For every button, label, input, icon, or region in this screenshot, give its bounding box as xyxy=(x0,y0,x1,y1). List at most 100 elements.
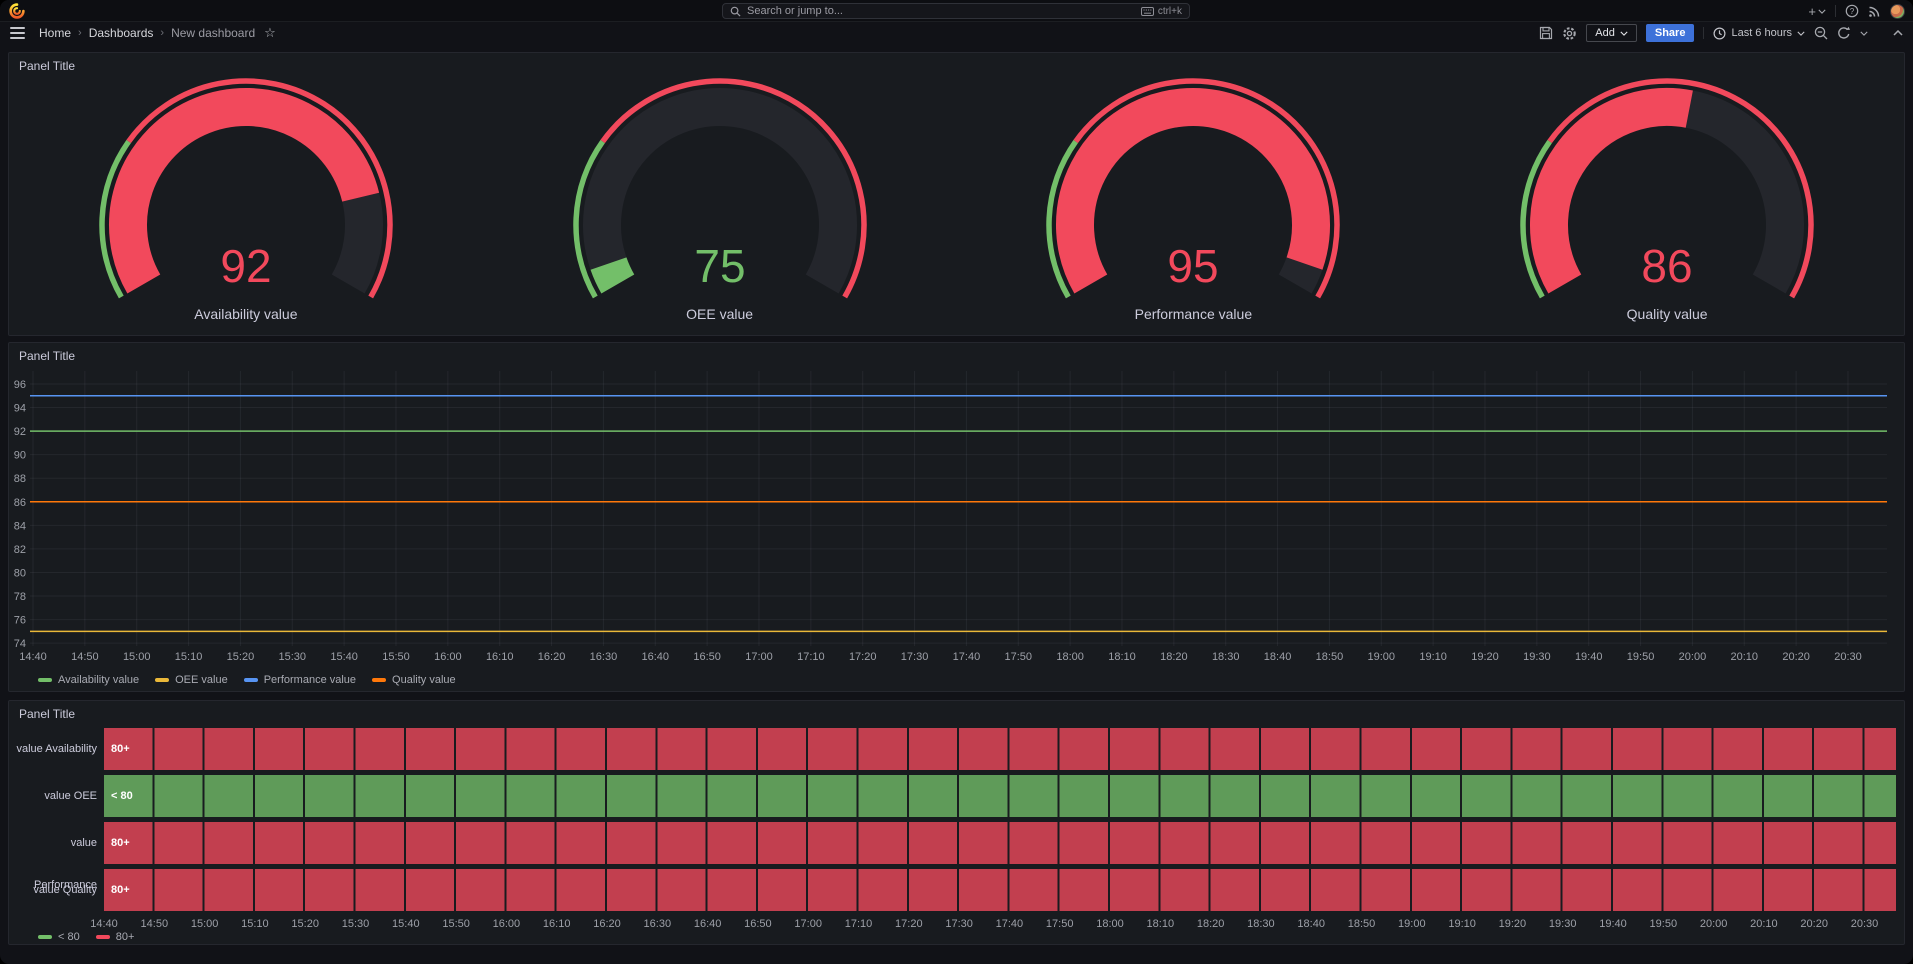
gauge-arc: 86 xyxy=(1520,78,1814,299)
x-axis-tick-label: 19:20 xyxy=(1498,918,1527,930)
x-axis-tick-label: 19:30 xyxy=(1548,918,1577,930)
x-axis-tick-label: 16:00 xyxy=(434,651,462,663)
x-axis-tick-label: 14:40 xyxy=(90,918,118,930)
search-input[interactable] xyxy=(747,5,1141,17)
save-dashboard-icon[interactable] xyxy=(1539,26,1553,40)
panel-title[interactable]: Panel Title xyxy=(19,59,76,73)
new-menu-button[interactable]: + xyxy=(1808,5,1826,18)
top-nav-bar: ctrl+k + ? xyxy=(0,0,1913,22)
chevron-down-icon xyxy=(1797,31,1805,36)
dashboard-toolbar: Home › Dashboards › New dashboard ☆ Add … xyxy=(0,23,1913,43)
x-axis-tick-label: 20:20 xyxy=(1800,918,1828,930)
gauge-4: 86 Quality value xyxy=(1430,75,1904,322)
legend-label: 80+ xyxy=(115,931,135,943)
x-axis-tick-label: 17:00 xyxy=(745,651,773,663)
x-axis-tick-label: 18:50 xyxy=(1316,651,1344,663)
y-axis-tick-label: 86 xyxy=(14,497,26,509)
search-icon xyxy=(730,6,741,17)
breadcrumb-home[interactable]: Home xyxy=(39,26,72,40)
favorite-star-icon[interactable]: ☆ xyxy=(264,25,276,40)
x-axis-tick-label: 18:00 xyxy=(1096,918,1124,930)
legend-item[interactable]: 80+ xyxy=(95,931,135,943)
x-axis-tick-label: 18:30 xyxy=(1247,918,1275,930)
x-axis-tick-label: 18:20 xyxy=(1196,918,1225,930)
legend-item[interactable]: Quality value xyxy=(372,674,456,686)
gauge-label: Performance value xyxy=(1134,306,1253,322)
timeline-row-label: value Performance xyxy=(34,837,97,891)
panel-title[interactable]: Panel Title xyxy=(19,707,76,721)
x-axis-tick-label: 18:50 xyxy=(1347,918,1376,930)
x-axis-tick-label: 16:10 xyxy=(542,918,571,930)
grafana-logo-icon[interactable] xyxy=(9,3,25,19)
gauge-arc: 92 xyxy=(99,78,393,299)
y-axis-tick-label: 84 xyxy=(14,520,26,532)
timeseries-plot: 14:40 14:50 15:00 15:10 15:20 15:30 15:40 15:50… xyxy=(14,371,1887,663)
time-range-picker[interactable]: Last 6 hours xyxy=(1713,26,1805,40)
breadcrumb-separator: › xyxy=(78,27,82,39)
panel-timeline: Panel Title value Availability 80+ value O… xyxy=(8,700,1905,945)
x-axis-tick-label: 16:40 xyxy=(693,918,722,930)
x-axis-tick-label: 18:00 xyxy=(1056,651,1084,663)
timeline-state-label: 80+ xyxy=(111,837,130,849)
breadcrumb-separator: › xyxy=(160,27,165,39)
x-axis-tick-label: 17:20 xyxy=(849,651,877,663)
help-icon[interactable]: ? xyxy=(1845,4,1859,18)
add-button[interactable]: Add xyxy=(1586,24,1637,42)
chevron-down-icon xyxy=(1818,9,1826,14)
legend-item[interactable]: OEE value xyxy=(155,674,228,686)
x-axis-tick-label: 19:00 xyxy=(1368,651,1396,663)
gauge-label: OEE value xyxy=(686,306,754,322)
refresh-interval-chevron-icon[interactable] xyxy=(1860,31,1868,36)
x-axis-tick-label: 18:10 xyxy=(1108,651,1136,663)
x-axis-tick-label: 18:30 xyxy=(1212,651,1240,663)
toolbar-right-actions: Add Share Last 6 hours xyxy=(1539,24,1903,42)
x-axis-tick-label: 20:00 xyxy=(1679,651,1707,663)
legend-swatch xyxy=(38,678,52,682)
x-axis-tick-label: 19:40 xyxy=(1575,651,1603,663)
timeline-legend: < 80 80+ xyxy=(9,931,1904,943)
gauge-2: 75 OEE value xyxy=(483,75,957,322)
x-axis-tick-label: 17:40 xyxy=(953,651,981,663)
x-axis-tick-label: 15:50 xyxy=(382,651,410,663)
panel-timeseries: Panel Title 14:40 14:50 15:00 15:10 15:20 15:… xyxy=(8,342,1905,692)
zoom-out-icon[interactable] xyxy=(1814,26,1828,40)
breadcrumb-dashboards[interactable]: Dashboards xyxy=(88,26,154,40)
menu-toggle-icon[interactable] xyxy=(10,27,25,39)
x-axis-tick-label: 15:40 xyxy=(392,918,420,930)
x-axis-tick-label: 16:30 xyxy=(590,651,618,663)
breadcrumb-current: New dashboard xyxy=(171,26,256,40)
gauge-arc: 95 xyxy=(1046,78,1341,299)
legend-item[interactable]: Performance value xyxy=(243,674,356,686)
x-axis-tick-label: 19:50 xyxy=(1649,918,1678,930)
nav-divider xyxy=(1835,5,1836,17)
y-axis-tick-label: 94 xyxy=(14,403,26,415)
y-axis-tick-label: 90 xyxy=(14,450,26,462)
x-axis-tick-label: 16:30 xyxy=(643,918,672,930)
legend-label: Availability value xyxy=(58,674,140,686)
timeline-row: value Performance 80+ xyxy=(9,822,1904,891)
user-avatar[interactable] xyxy=(1890,3,1905,19)
share-button[interactable]: Share xyxy=(1645,24,1695,42)
x-axis-tick-label: 17:40 xyxy=(995,918,1024,930)
y-axis-tick-label: 96 xyxy=(14,379,26,391)
x-axis-tick-label: 18:20 xyxy=(1160,651,1188,663)
news-rss-icon[interactable] xyxy=(1868,5,1881,18)
search-box[interactable]: ctrl+k xyxy=(722,3,1190,19)
panel-title[interactable]: Panel Title xyxy=(19,349,76,363)
legend-item[interactable]: Availability value xyxy=(38,674,139,686)
y-axis-tick-label: 78 xyxy=(14,591,26,603)
settings-gear-icon[interactable] xyxy=(1562,26,1577,41)
gauge-3: 95 Performance value xyxy=(957,75,1431,322)
x-axis-tick-label: 15:10 xyxy=(241,918,269,930)
legend-item[interactable]: < 80 xyxy=(38,931,80,943)
x-axis-tick-label: 17:50 xyxy=(1045,918,1074,930)
x-axis-tick-label: 17:30 xyxy=(901,651,929,663)
timeline-state-bar: < 80 xyxy=(104,775,1896,817)
timeline-row: value OEE < 80 xyxy=(9,775,1904,817)
collapse-toolbar-icon[interactable] xyxy=(1893,30,1903,36)
x-axis-tick-label: 20:30 xyxy=(1834,651,1862,663)
x-axis-tick-label: 15:30 xyxy=(341,918,370,930)
x-axis-tick-label: 19:00 xyxy=(1398,918,1426,930)
refresh-icon[interactable] xyxy=(1837,26,1851,40)
